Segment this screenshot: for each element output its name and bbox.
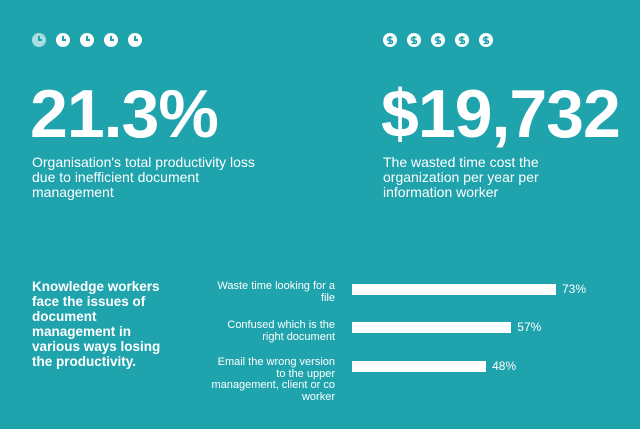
bar-label: Confused which is the right document	[227, 319, 335, 343]
stat-value: 21.3%	[30, 76, 219, 152]
value-label: 73%	[562, 282, 587, 296]
bar	[352, 361, 487, 372]
intro-text: Knowledge workers face the issues of doc…	[32, 279, 161, 369]
stat-caption: The wasted time cost the organization pe…	[383, 154, 539, 200]
bar	[352, 284, 556, 295]
bar-label: Waste time looking for a file	[217, 280, 335, 304]
bar-label: Email the wrong version to the upper man…	[211, 356, 335, 403]
value-label: 48%	[492, 359, 517, 373]
stat-caption: Organisation's total productivity loss d…	[32, 154, 255, 200]
coin-icons	[383, 33, 493, 47]
stat-value: $19,732	[381, 76, 621, 152]
value-label: 57%	[517, 320, 542, 334]
clock-icons	[32, 33, 142, 47]
bar	[352, 322, 512, 333]
